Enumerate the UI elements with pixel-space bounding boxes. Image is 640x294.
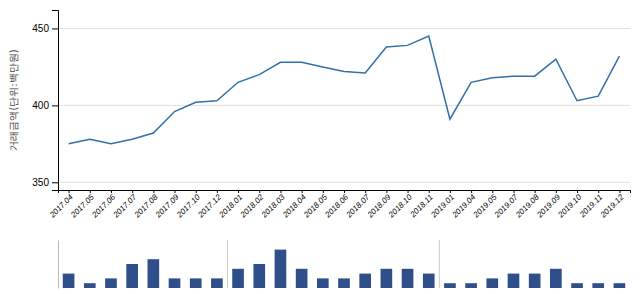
x-tick-mark xyxy=(111,190,112,193)
x-tick-mark xyxy=(577,190,578,193)
x-tick-mark xyxy=(344,190,345,193)
bar-y-axis xyxy=(58,241,59,289)
bar xyxy=(338,278,350,288)
bar xyxy=(359,274,371,288)
y-tick-mark xyxy=(52,105,58,106)
bar xyxy=(148,259,160,288)
x-tick-label: 2018.01 xyxy=(217,193,245,221)
x-tick-mark xyxy=(238,190,239,193)
y-tick-label: 350 xyxy=(32,177,49,188)
bar xyxy=(84,283,96,288)
x-tick-mark xyxy=(196,190,197,193)
x-tick-label: 2019.10 xyxy=(556,192,584,220)
bar xyxy=(190,278,202,288)
x-tick: 2019.12 xyxy=(598,190,626,220)
x-tick-mark xyxy=(429,190,430,193)
grid-line xyxy=(58,105,630,106)
separator xyxy=(439,240,440,288)
bar-plot-area xyxy=(63,250,625,288)
plot-area xyxy=(69,36,620,144)
x-tick-mark xyxy=(153,190,154,193)
x-tick-mark xyxy=(302,190,303,193)
x-tick-mark xyxy=(535,190,536,193)
line xyxy=(69,36,620,144)
x-tick-mark xyxy=(132,190,133,193)
bar xyxy=(571,283,583,288)
grid-line xyxy=(58,28,630,29)
x-tick-mark xyxy=(492,190,493,193)
x-tick-mark xyxy=(408,190,409,193)
bar xyxy=(211,278,223,288)
grid-line xyxy=(58,182,630,183)
x-tick: 2019.10 xyxy=(556,190,584,220)
x-tick-mark xyxy=(556,190,557,193)
bar xyxy=(614,283,626,288)
y-axis-title: 거래금액(단위:백만원) xyxy=(8,49,19,150)
x-tick-mark xyxy=(323,190,324,193)
bar xyxy=(423,274,435,288)
x-tick-label: 2019.01 xyxy=(429,193,457,221)
y-tick: 450 xyxy=(32,23,58,34)
y-tick-label: 400 xyxy=(32,100,49,111)
bar xyxy=(402,269,414,288)
bar xyxy=(465,283,477,288)
x-tick-mark xyxy=(175,190,176,193)
y-tick: 400 xyxy=(32,100,58,111)
bar xyxy=(169,278,181,288)
x-axis-line xyxy=(59,191,631,194)
bar xyxy=(275,250,287,288)
bar xyxy=(317,278,329,288)
x-tick-mark xyxy=(259,190,260,193)
y-axis: 350 400 450 xyxy=(32,11,58,191)
bar xyxy=(592,283,604,288)
y-tick-label: 450 xyxy=(32,23,49,34)
bar xyxy=(381,269,393,288)
bar xyxy=(508,274,520,288)
chart: 350 400 450 2017.042017.052017.062017.07201… xyxy=(0,0,640,294)
x-tick-label: 2019.12 xyxy=(598,192,626,220)
y-axis-line xyxy=(52,11,59,191)
x-tick-mark xyxy=(365,190,366,193)
bar xyxy=(529,274,541,288)
bar xyxy=(253,264,265,288)
x-tick-mark xyxy=(513,190,514,193)
x-tick-mark xyxy=(280,190,281,193)
bar xyxy=(444,283,456,288)
x-tick-mark xyxy=(471,190,472,193)
bar-y-axis-line xyxy=(58,241,59,289)
y-tick-mark xyxy=(52,182,58,183)
x-tick-mark xyxy=(217,190,218,193)
separator xyxy=(227,240,228,288)
x-tick-mark xyxy=(619,190,620,193)
x-tick: 2018.10 xyxy=(386,190,414,220)
bar xyxy=(63,274,75,288)
bar xyxy=(126,264,138,288)
x-tick-mark xyxy=(386,190,387,193)
bar xyxy=(486,278,498,288)
y-tick-mark xyxy=(52,28,58,29)
bar xyxy=(105,278,117,288)
x-tick-mark xyxy=(69,190,70,193)
separators xyxy=(227,240,439,288)
x-tick-label: 2018.10 xyxy=(386,192,414,220)
x-tick-mark xyxy=(598,190,599,193)
y-tick: 350 xyxy=(32,177,58,188)
bar xyxy=(232,269,244,288)
bar xyxy=(296,269,308,288)
grid xyxy=(58,28,630,182)
x-tick-mark xyxy=(450,190,451,193)
x-tick-mark xyxy=(90,190,91,193)
x-axis: 2017.042017.052017.062017.072017.082017.… xyxy=(47,190,630,220)
bar xyxy=(550,269,562,288)
